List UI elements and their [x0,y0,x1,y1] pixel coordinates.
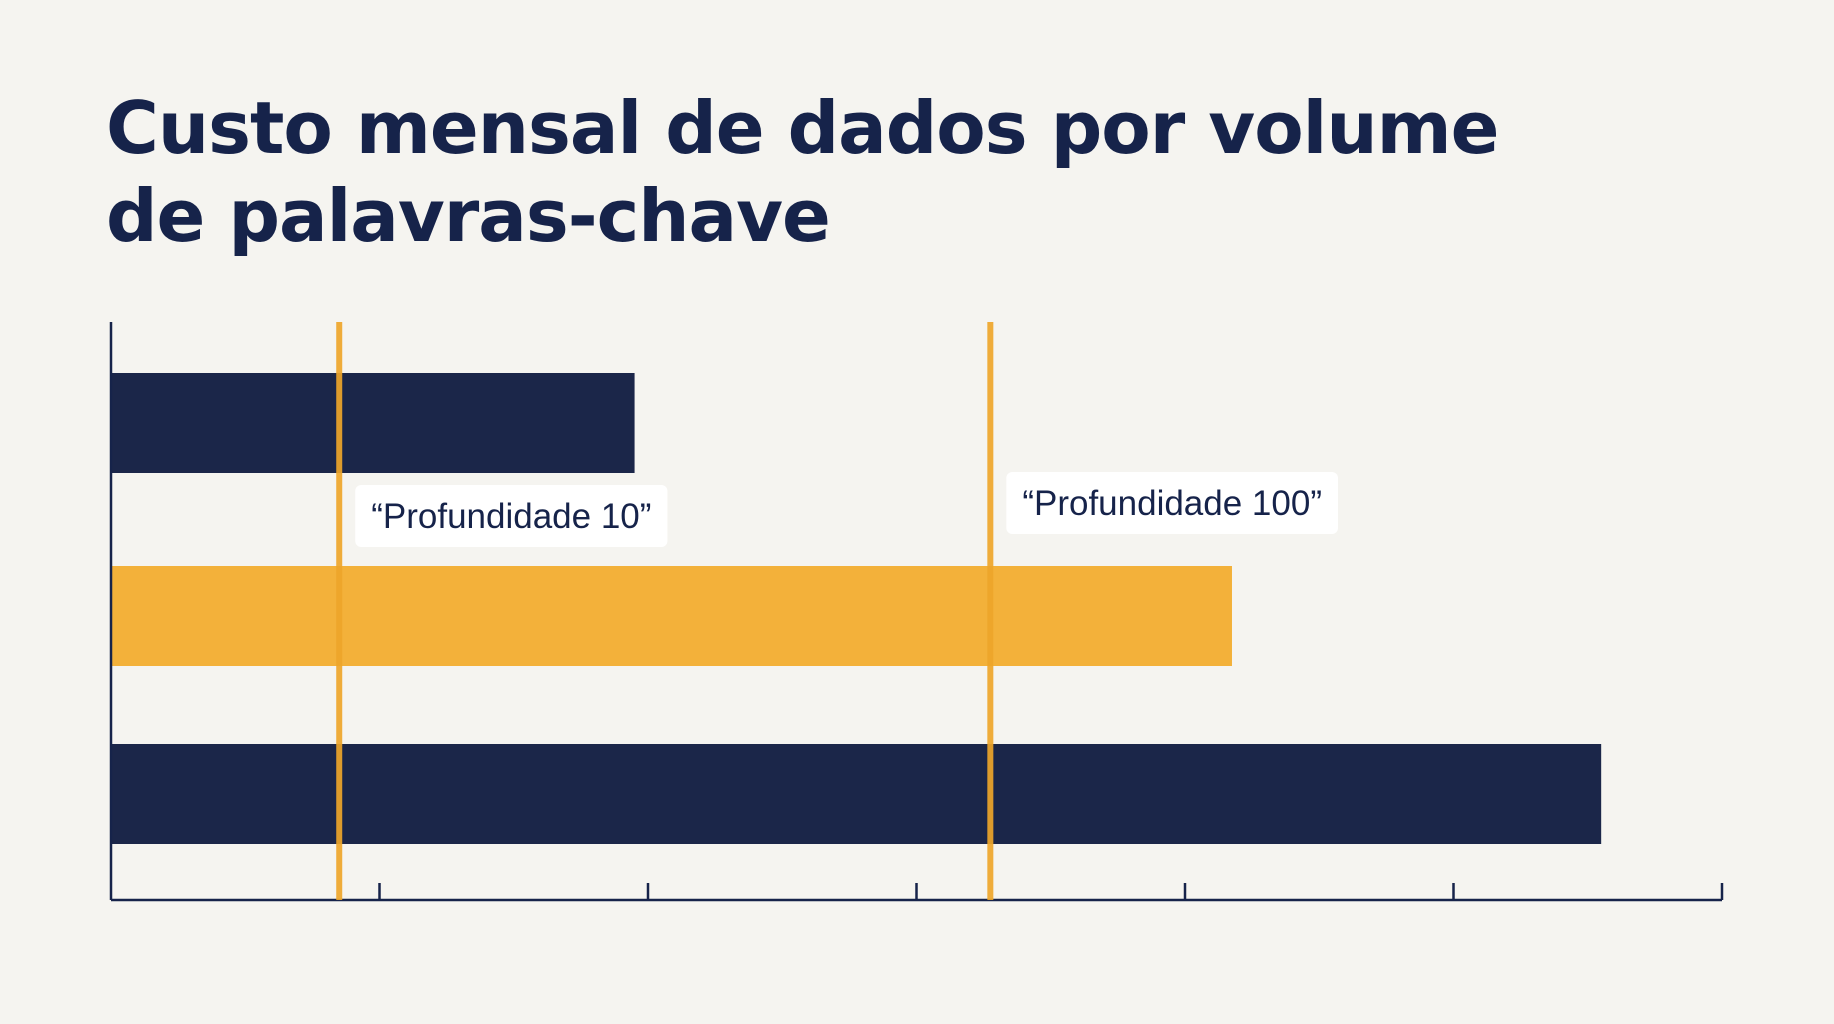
x-axis-ticks [378,883,1724,900]
reference-label-text: “Profundidade 10” [371,497,651,536]
reference-label-text: “Profundidade 100” [1022,484,1322,523]
bars-layer [111,373,1602,844]
bar-3 [111,744,1602,844]
reference-label-2: “Profundidade 100” [1006,472,1338,534]
reference-label-box [1006,472,1338,534]
chart-title: Custo mensal de dados por volume de pala… [106,86,1499,258]
bar-2 [111,566,1232,666]
axes-layer [109,322,1724,902]
reference-label-1: “Profundidade 10” [355,485,668,547]
reference-label-box [355,485,668,547]
reference-lines-layer: “Profundidade 10” “Profundidade 100” [336,322,1338,900]
bar-1 [111,373,635,473]
